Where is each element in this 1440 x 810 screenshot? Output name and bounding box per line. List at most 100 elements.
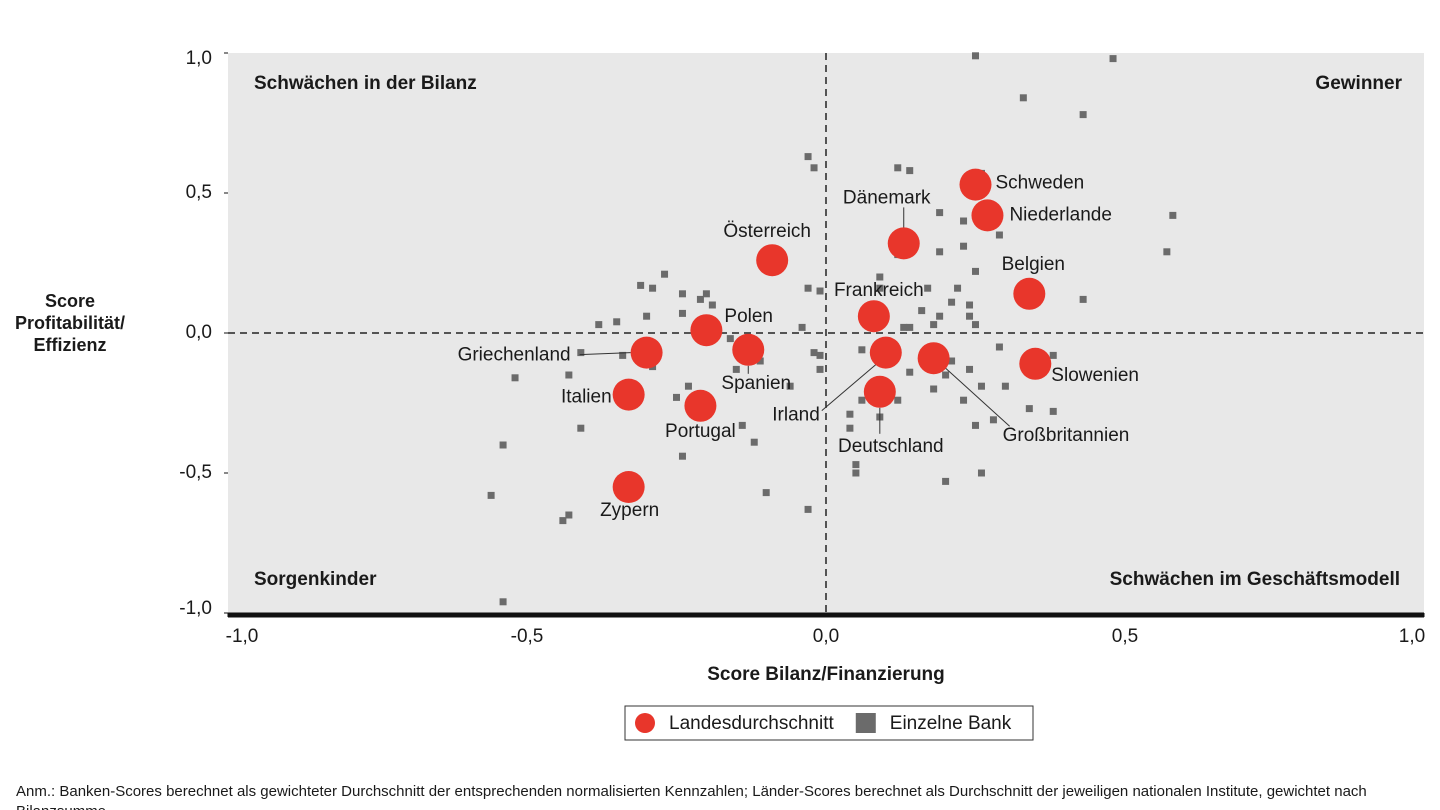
bank-point [960, 242, 968, 250]
bank-point [972, 321, 979, 329]
legend-label: Landesdurchschnitt [669, 713, 834, 734]
bank-point [637, 281, 645, 289]
bank-point [696, 295, 704, 303]
legend-swatch [635, 713, 655, 733]
point-label: Zypern [600, 500, 659, 521]
bank-point [900, 323, 908, 331]
bank-point [499, 441, 507, 449]
bank-point [966, 312, 974, 320]
bank-point [966, 365, 974, 373]
country-point [1019, 347, 1052, 380]
bank-point [852, 461, 860, 469]
point-label: Slowenien [1051, 365, 1139, 386]
point-label: Frankreich [834, 280, 924, 301]
bank-point [858, 346, 866, 354]
bank-point [1001, 382, 1009, 390]
bank-point [816, 287, 824, 295]
bank-point [1019, 94, 1027, 102]
point-label: Spanien [721, 373, 791, 394]
bank-point [966, 301, 974, 309]
bank-point [977, 469, 985, 477]
bank-point [738, 421, 746, 429]
x-axis-label: Score Bilanz/Finanzierung [707, 664, 945, 685]
point-label: Österreich [723, 221, 811, 242]
bank-point [577, 349, 585, 357]
point-label: Italien [561, 387, 612, 408]
bank-point [906, 368, 914, 376]
point-label: Irland [772, 405, 820, 426]
bank-point [804, 153, 812, 161]
bank-point [876, 284, 884, 292]
bank-point [559, 517, 567, 525]
y-tick-label: 1,0 [186, 48, 212, 69]
bank-point [1079, 295, 1087, 303]
bank-point [876, 273, 884, 281]
bank-point [702, 290, 710, 298]
bank-point [565, 371, 573, 379]
bank-point [810, 349, 818, 357]
bank-point [673, 393, 680, 401]
country-point [612, 471, 645, 503]
bank-point [786, 382, 794, 390]
bank-point [649, 284, 657, 292]
bank-point [972, 267, 979, 275]
leader-line [945, 367, 1010, 427]
bank-point [906, 167, 914, 175]
country-point [959, 168, 992, 201]
point-label: Niederlande [1009, 204, 1111, 225]
bank-point [708, 301, 716, 309]
country-point [863, 375, 896, 408]
x-tick-label: 0,0 [813, 626, 839, 647]
bank-point [684, 382, 692, 390]
bank-point [1079, 111, 1087, 119]
bank-point [816, 351, 824, 359]
quadrant-label: Gewinner [1315, 73, 1402, 94]
bank-point [942, 371, 950, 379]
leader-line [821, 364, 877, 411]
country-point [732, 333, 765, 366]
bank-point [678, 309, 686, 317]
bank-point [678, 452, 686, 460]
point-label: Dänemark [843, 187, 931, 208]
legend-box [624, 705, 1034, 741]
y-tick-label: 0,0 [186, 322, 212, 343]
quadrant-label: Schwächen im Geschäftsmodell [1110, 569, 1400, 590]
bank-point [942, 477, 950, 485]
bank-point [995, 231, 1003, 239]
bank-point [1163, 248, 1171, 256]
footnote: Anm.: Banken-Scores berechnet als gewich… [16, 783, 1367, 810]
point-label: Deutschland [838, 436, 944, 457]
quadrant-label: Sorgenkinder [254, 569, 377, 590]
point-label: Belgien [1002, 254, 1065, 275]
bank-point [613, 318, 621, 326]
bank-point [936, 312, 944, 320]
bank-point [1049, 407, 1057, 415]
bank-point [595, 321, 603, 329]
bank-point [948, 357, 956, 365]
leader-line [579, 352, 631, 356]
point-label: Polen [724, 306, 773, 327]
chart: -1,0 -0,5 0,0 0,5 1,0 -1,0 -0,5 0,0 0,5 1,0 Score … [179, 48, 1425, 741]
x-tick-label: 0,5 [1112, 626, 1138, 647]
country-point [630, 336, 663, 369]
bank-point [972, 52, 979, 60]
bank-point [750, 438, 758, 446]
bank-point [846, 424, 854, 432]
bank-point [906, 323, 914, 331]
bank-point [619, 351, 627, 359]
country-point [887, 227, 920, 260]
bank-point [565, 511, 573, 519]
bank-point [810, 164, 818, 172]
point-label: Großbritannien [1003, 425, 1130, 446]
bank-point [726, 335, 734, 343]
bank-point [972, 421, 979, 429]
bank-point [511, 374, 519, 382]
bank-point [499, 598, 507, 606]
country-point [612, 378, 645, 411]
point-label: Schweden [996, 173, 1085, 194]
country-point [690, 314, 723, 347]
bank-point [852, 469, 860, 477]
bank-point [678, 290, 686, 298]
bank-point [816, 365, 824, 373]
quadrant-label: Schwächen in der Bilanz [254, 73, 477, 94]
